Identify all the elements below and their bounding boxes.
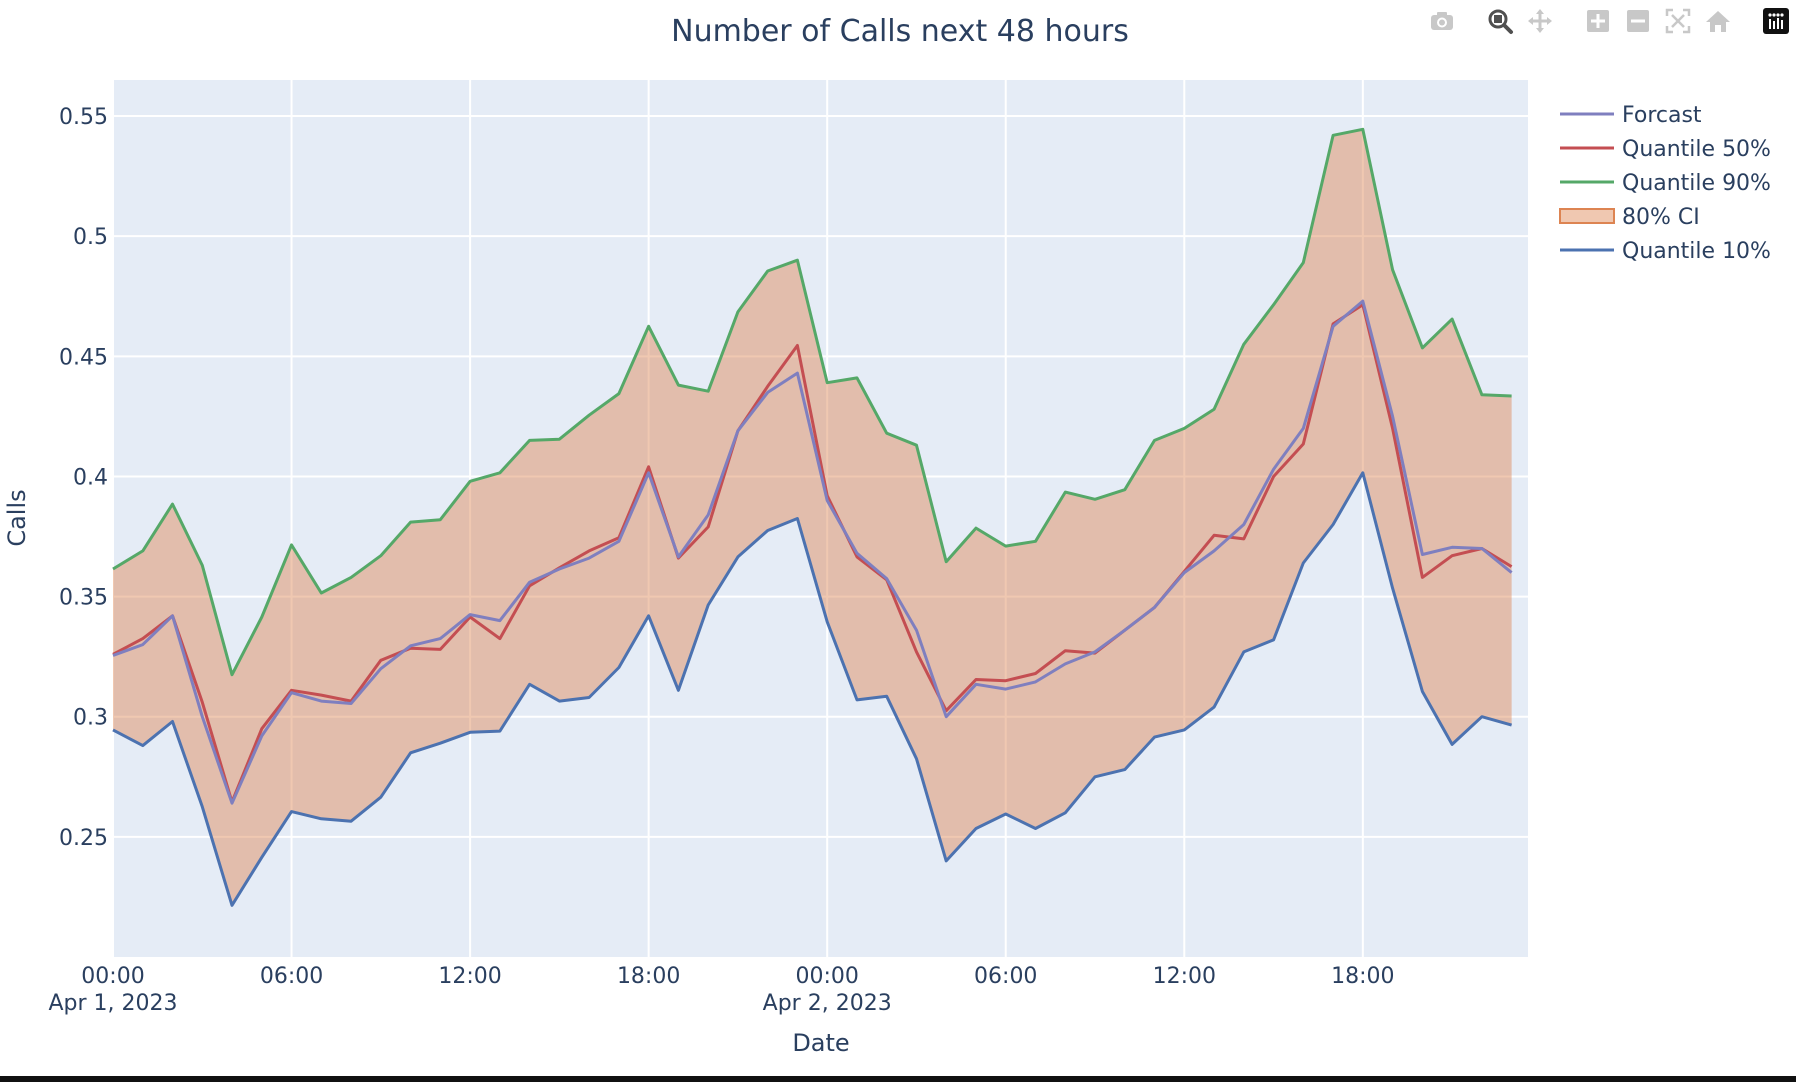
ci-band-area <box>113 129 1512 906</box>
series-line-forcast[interactable] <box>112 299 1513 805</box>
series-line-quantile-50[interactable] <box>112 303 1513 804</box>
x-tick-label: 12:00 <box>438 964 501 989</box>
legend-label: Quantile 90% <box>1622 171 1771 196</box>
y-tick-label: 0.4 <box>73 465 108 490</box>
legend-label: 80% CI <box>1622 205 1700 230</box>
x-tick-label: 12:00 <box>1153 964 1216 989</box>
zoom-out-icon[interactable] <box>1618 4 1658 38</box>
y-tick-label: 0.35 <box>59 586 108 611</box>
zoom-in-icon[interactable] <box>1578 4 1618 38</box>
legend-label: Quantile 10% <box>1622 239 1771 264</box>
x-tick-label: 06:00 <box>974 964 1037 989</box>
legend-swatch <box>1559 208 1615 224</box>
series-line-quantile-10[interactable] <box>112 471 1513 907</box>
series-lines <box>112 127 1513 907</box>
x-tick-label: 06:00 <box>260 964 323 989</box>
plotly-logo-icon[interactable] <box>1756 4 1796 38</box>
camera-icon[interactable] <box>1422 4 1462 38</box>
series-line-quantile-90[interactable] <box>112 127 1512 677</box>
legend-item[interactable]: Quantile 90% <box>1560 171 1771 196</box>
x-tick-label: 18:00 <box>617 964 680 989</box>
y-tick-label: 0.25 <box>59 826 108 851</box>
ci-band-layer <box>113 129 1512 906</box>
y-tick-label: 0.55 <box>59 105 108 130</box>
grid-lines <box>112 80 1528 957</box>
legend-label: Forcast <box>1622 103 1702 128</box>
legend-item[interactable]: Quantile 10% <box>1560 239 1771 264</box>
bottom-border <box>0 1076 1796 1082</box>
autoscale-icon[interactable] <box>1658 4 1698 38</box>
plot-area[interactable] <box>113 80 1528 957</box>
y-tick-label: 0.5 <box>73 225 108 250</box>
x-tick-label: 00:00 <box>795 964 858 989</box>
zoom-icon[interactable] <box>1480 4 1520 38</box>
chart-title: Number of Calls next 48 hours <box>671 14 1129 49</box>
x-tick-label: 00:00 <box>81 964 144 989</box>
legend-item[interactable]: 80% CI <box>1559 205 1700 230</box>
legend-item[interactable]: Quantile 50% <box>1560 137 1771 162</box>
x-tick-date-label: Apr 2, 2023 <box>763 991 892 1016</box>
y-axis-title: Calls <box>3 489 31 546</box>
x-tick-date-label: Apr 1, 2023 <box>48 991 177 1016</box>
x-tick-label: 18:00 <box>1331 964 1394 989</box>
modebar <box>1422 4 1796 38</box>
y-tick-label: 0.45 <box>59 345 108 370</box>
legend-label: Quantile 50% <box>1622 137 1771 162</box>
legend[interactable]: Forcast Quantile 50% Quantile 90% 80% CI Qua… <box>1559 103 1771 264</box>
reset-axes-icon[interactable] <box>1698 4 1738 38</box>
y-tick-label: 0.3 <box>73 706 108 731</box>
pan-icon[interactable] <box>1520 4 1560 38</box>
legend-item[interactable]: Forcast <box>1560 103 1702 128</box>
y-axis-ticks: 0.25 0.3 0.35 0.4 0.45 0.5 0.55 <box>59 105 108 851</box>
x-axis-title: Date <box>792 1029 849 1057</box>
